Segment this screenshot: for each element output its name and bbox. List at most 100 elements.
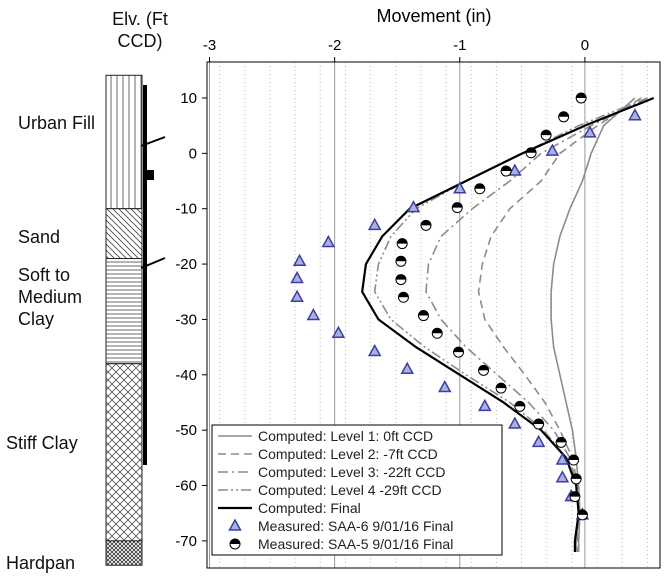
soil-layer	[105, 363, 143, 542]
soil-layer	[105, 208, 143, 260]
soil-label: Soft to Medium Clay	[18, 265, 83, 329]
x-tick-label: -1	[453, 37, 466, 54]
triangle-marker	[508, 416, 522, 429]
marker-half	[452, 202, 463, 208]
marker-half	[474, 183, 485, 189]
triangle-marker	[545, 143, 560, 156]
circle-marker	[540, 129, 552, 141]
circle-marker	[495, 382, 507, 394]
triangle-marker	[555, 470, 570, 483]
circle-marker	[576, 509, 588, 521]
x-tick-label: -2	[328, 37, 341, 54]
triangle-marker	[290, 289, 304, 303]
y-tick-label: -20	[175, 256, 197, 273]
marker-half	[395, 256, 406, 262]
anchor	[140, 257, 166, 269]
circle-marker	[451, 202, 463, 214]
marker-half	[556, 437, 567, 443]
soil-layer	[105, 258, 143, 365]
marker-half	[514, 401, 525, 407]
x-axis-title: Movement (in)	[376, 6, 491, 26]
marker-half	[230, 539, 240, 544]
triangle-marker	[321, 234, 336, 248]
marker-half	[577, 509, 588, 515]
marker-half	[418, 310, 429, 316]
legend-label: Measured: SAA-5 9/01/16 Final	[258, 536, 453, 552]
marker-half	[526, 147, 537, 153]
circle-marker	[478, 364, 490, 376]
series-line	[477, 97, 642, 552]
legend-label: Computed: Level 3: -22ft CCD	[258, 464, 446, 480]
marker-half	[432, 328, 443, 334]
x-tick-label: 0	[581, 37, 589, 54]
marker-half	[576, 92, 587, 98]
marker-half	[558, 111, 569, 117]
triangle-marker	[583, 125, 597, 138]
soil-layer	[105, 540, 143, 566]
circle-marker	[533, 418, 545, 430]
marker-half	[496, 383, 507, 389]
triangle-marker	[478, 398, 492, 412]
circle-marker	[395, 255, 407, 267]
y-tick-label: -40	[175, 367, 197, 384]
circle-marker	[474, 183, 486, 195]
triangle-marker	[406, 200, 421, 213]
soil-label: Urban Fill	[18, 113, 96, 133]
triangle-marker	[367, 217, 382, 231]
y-tick-label: -30	[175, 311, 197, 328]
circle-marker	[395, 274, 407, 286]
y-axis-title: Elv. (Ft CCD)	[112, 9, 168, 51]
circle-marker	[396, 238, 408, 250]
soil-label: Sand	[18, 227, 61, 247]
triangle-marker	[508, 163, 522, 176]
circle-marker	[570, 473, 582, 485]
legend-box	[211, 424, 503, 556]
y-tick-label: -70	[175, 533, 197, 550]
wall-cap	[143, 170, 154, 180]
plot-area: -3 -2 -1 0100-10-20-30-40-50-60-70Computed:…	[175, 37, 661, 569]
marker-half	[397, 238, 408, 244]
soil-layer	[105, 74, 143, 210]
triangle-marker	[628, 108, 642, 121]
y-tick-label: 10	[180, 90, 197, 107]
legend-label: Computed: Level 4 -29ft CCD	[258, 482, 442, 498]
circle-marker	[420, 219, 432, 231]
triangle-marker	[400, 361, 414, 375]
marker-half	[571, 473, 582, 479]
circle-marker	[575, 92, 587, 104]
marker-half	[453, 347, 464, 353]
triangle-marker	[453, 181, 467, 194]
circle-marker	[568, 454, 580, 466]
y-tick-label: 0	[189, 145, 197, 162]
legend-label: Computed: Level 2: -7ft CCD	[258, 446, 438, 462]
circle-marker	[569, 491, 581, 503]
marker-half	[569, 491, 580, 497]
plot-frame	[206, 61, 661, 569]
circle-marker	[525, 147, 537, 159]
x-tick-label: -3	[203, 37, 216, 54]
y-tick-label: -10	[175, 201, 197, 218]
legend-label: Computed: Final	[258, 500, 361, 516]
y-tick-label: -60	[175, 478, 197, 495]
series-line	[361, 96, 655, 552]
triangle-marker	[228, 518, 242, 531]
marker-half	[478, 365, 489, 371]
circle-marker	[431, 327, 443, 339]
circle-marker	[453, 346, 465, 358]
triangle-marker	[306, 307, 321, 321]
marker-half	[541, 130, 552, 136]
soil-label: Stiff Clay	[6, 433, 78, 453]
triangle-marker	[367, 343, 382, 357]
circle-marker	[514, 400, 526, 412]
legend: Computed: Level 1: 0ft CCD Computed: Leve…	[211, 424, 503, 556]
circle-marker	[500, 165, 512, 177]
marker-half	[533, 419, 544, 425]
legend-label: Measured: SAA-6 9/01/16 Final	[258, 518, 453, 534]
triangle-marker	[331, 325, 346, 339]
circle-marker	[397, 291, 409, 303]
marker-half	[395, 274, 406, 280]
marker-half	[420, 220, 431, 226]
circle-marker	[417, 310, 429, 322]
